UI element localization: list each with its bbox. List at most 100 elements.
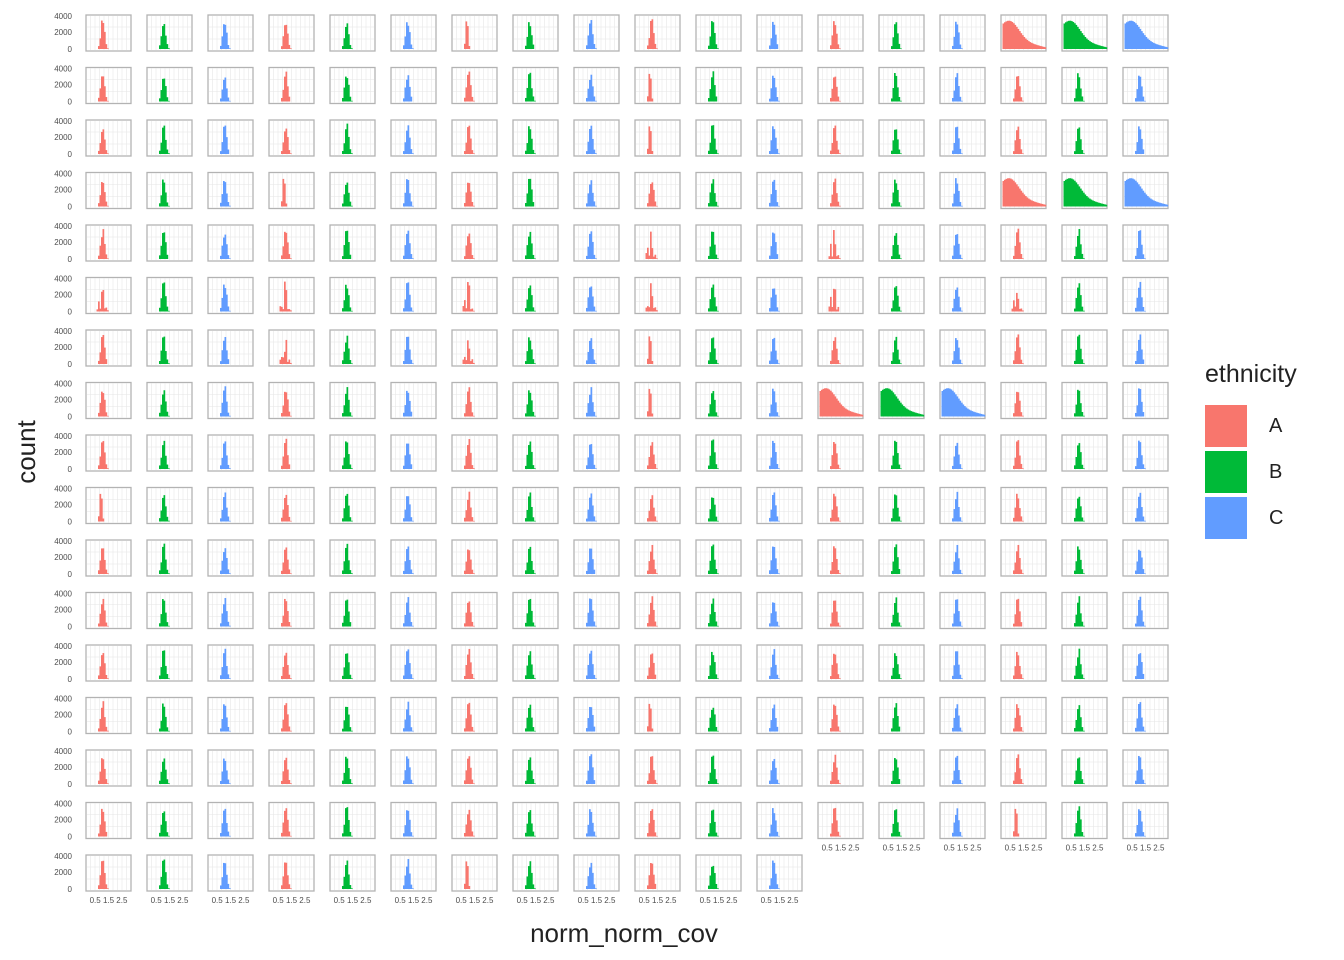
histogram-bar [953,245,956,259]
histogram-bar [99,38,102,49]
histogram-bar [772,546,774,574]
histogram-bar [1081,190,1084,207]
histogram-bar [900,468,902,469]
histogram-bar [285,128,288,154]
histogram-bar [919,413,922,417]
histogram-bar [288,726,291,732]
histogram-bar [773,649,776,679]
histogram-bar [160,36,163,49]
histogram-bar [1020,569,1023,574]
histogram-bar [528,599,530,627]
histogram-bar [224,548,227,574]
histogram-bar [529,178,532,207]
histogram-bar [833,442,835,469]
histogram-bar [223,181,225,207]
histogram-bar [102,129,105,154]
histogram-bar [464,570,466,574]
facet-panel [817,119,864,157]
histogram-bar [345,342,347,364]
histogram-bar [163,543,166,574]
histogram-bar [648,126,651,154]
facet-panel [390,539,437,577]
histogram-bar [1011,21,1014,49]
facet-panel [573,644,620,682]
histogram-bar [842,406,844,417]
histogram-bar [961,100,963,102]
histogram-bar [962,404,965,417]
facet-panel [939,381,986,420]
histogram-bar [769,517,771,522]
histogram-bar [586,307,588,312]
histogram-bar [1080,403,1082,417]
histogram-bar [98,301,100,312]
histogram-bar [1020,674,1023,679]
histogram-bar [1081,359,1084,364]
histogram-bar [1163,203,1166,207]
histogram-bar [897,349,899,364]
histogram-bar [970,410,972,417]
histogram-bar [166,516,169,522]
histogram-bar [860,414,862,417]
histogram-bar [346,230,349,259]
histogram-bar [105,201,108,207]
histogram-bar [593,464,596,469]
histogram-bar [590,338,593,364]
histogram-bar [651,596,654,627]
histogram-bar [342,675,344,679]
facet-panel [634,119,681,157]
histogram-bar [101,707,103,732]
histogram-bar [952,255,954,259]
histogram-bar [958,86,960,102]
facet-panel [573,14,620,52]
histogram-bar [1139,129,1142,154]
histogram-bar [1104,46,1106,49]
histogram-bar [959,201,962,207]
histogram-bar [894,24,896,49]
histogram-bar [526,351,529,364]
histogram-bar [1038,203,1041,207]
histogram-bar [1083,468,1085,469]
facet-panel [878,224,925,262]
histogram-bar [473,153,475,154]
histogram-bar [958,296,960,312]
histogram-bar [525,413,527,417]
histogram-bar [953,613,956,627]
histogram-bar [288,569,291,574]
histogram-bar [223,79,225,102]
histogram-bar [168,468,170,469]
histogram-bar [1166,204,1169,207]
facet-panel [817,14,864,52]
y-tick-label: 0 [68,675,73,684]
histogram-bar [410,464,413,469]
y-tick-label: 2000 [54,186,72,195]
histogram-bar [776,254,779,259]
histogram-bar [470,243,472,259]
histogram-bar [592,138,594,154]
histogram-bar [101,442,103,469]
histogram-bar [348,560,350,574]
facet-panel [1000,329,1047,367]
histogram-bar [891,46,893,49]
histogram-bar [1019,31,1021,49]
histogram-bar [1142,306,1145,312]
histogram-bar [534,100,536,102]
histogram-bar [770,194,773,207]
y-tick-label: 2000 [54,711,72,720]
histogram-bar [1138,339,1140,364]
histogram-bar [525,255,527,259]
histogram-bar [159,45,161,49]
histogram-bar [894,440,896,469]
histogram-bar [770,613,773,627]
facet-panel [1061,486,1108,525]
histogram-bar [104,663,106,679]
histogram-bar [471,465,474,469]
facet-panel [451,539,498,577]
histogram-bar [471,673,474,679]
histogram-bar [708,360,710,364]
histogram-bar [346,543,349,574]
histogram-bar [897,398,899,417]
facet-panel [1061,329,1108,367]
facet-panel [207,486,254,525]
histogram-bar [223,340,225,364]
